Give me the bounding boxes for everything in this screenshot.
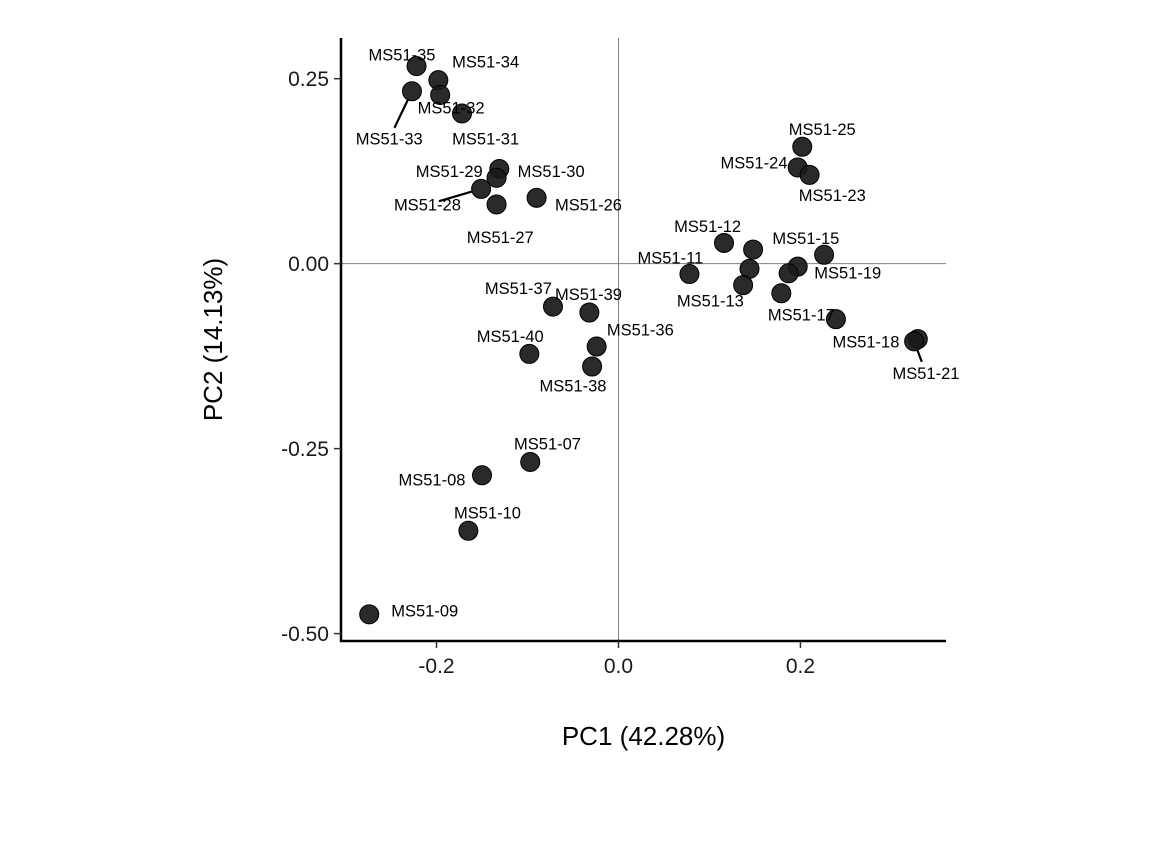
label-leader-line bbox=[916, 350, 923, 363]
data-point bbox=[586, 336, 607, 357]
y-tick-label: 0.00 bbox=[288, 253, 329, 276]
point-label: MS51-29 bbox=[416, 163, 483, 181]
data-points bbox=[359, 56, 928, 625]
x-axis-title: PC1 (42.28%) bbox=[562, 721, 725, 751]
y-tick-label: -0.50 bbox=[281, 623, 329, 646]
point-label: MS51-07 bbox=[514, 435, 581, 453]
data-point bbox=[771, 283, 792, 304]
y-axis-title: PC2 (14.13%) bbox=[198, 258, 228, 421]
point-label: MS51-09 bbox=[391, 603, 458, 621]
data-point bbox=[472, 465, 493, 486]
point-label: MS51-24 bbox=[721, 154, 788, 172]
data-point bbox=[582, 356, 603, 377]
label-leader-lines bbox=[393, 99, 923, 363]
data-point bbox=[825, 309, 846, 330]
data-point bbox=[486, 167, 507, 188]
data-point bbox=[406, 56, 427, 77]
y-tick-label: -0.25 bbox=[281, 438, 329, 461]
reference-lines bbox=[341, 38, 946, 641]
point-label: MS51-17 bbox=[768, 307, 835, 325]
data-point bbox=[799, 164, 820, 185]
point-label: MS51-15 bbox=[772, 230, 839, 248]
data-point bbox=[714, 232, 735, 253]
point-label: MS51-13 bbox=[677, 293, 744, 311]
data-point bbox=[458, 520, 479, 541]
data-point bbox=[520, 451, 541, 472]
point-labels: MS51-35 MS51-34 MS51-32 MS51-33 MS51-31 MS51-… bbox=[356, 46, 960, 620]
label-leader-line bbox=[438, 190, 472, 203]
data-point bbox=[814, 244, 835, 265]
axes bbox=[334, 38, 946, 648]
point-label: MS51-27 bbox=[467, 229, 534, 247]
label-leader-line bbox=[393, 99, 409, 129]
tick-labels: -0.2 0.0 0.2 -0.50 -0.25 0.00 0.25 bbox=[281, 68, 815, 678]
point-label: MS51-36 bbox=[607, 322, 674, 340]
point-label: MS51-08 bbox=[399, 472, 466, 490]
point-label: MS51-30 bbox=[518, 163, 585, 181]
point-label: MS51-34 bbox=[452, 54, 519, 72]
data-point bbox=[733, 275, 754, 296]
point-label: MS51-12 bbox=[674, 218, 741, 236]
point-label: MS51-31 bbox=[452, 131, 519, 149]
data-point bbox=[904, 331, 925, 352]
data-point bbox=[430, 84, 451, 105]
x-tick-label: 0.0 bbox=[604, 655, 633, 678]
point-label: MS51-35 bbox=[368, 46, 435, 64]
data-point bbox=[526, 187, 547, 208]
y-tick-label: 0.25 bbox=[288, 68, 329, 91]
data-point bbox=[519, 343, 540, 364]
data-point bbox=[743, 239, 764, 260]
x-tick-label: 0.2 bbox=[786, 655, 815, 678]
point-label: MS51-21 bbox=[893, 365, 960, 383]
data-point bbox=[542, 296, 563, 317]
point-label: MS51-32 bbox=[418, 100, 485, 118]
point-label: MS51-19 bbox=[814, 265, 881, 283]
point-label: MS51-33 bbox=[356, 131, 423, 149]
point-label: MS51-37 bbox=[485, 280, 552, 298]
point-label: MS51-28 bbox=[394, 196, 461, 214]
data-point bbox=[579, 302, 600, 323]
point-label: MS51-11 bbox=[637, 250, 703, 268]
data-point bbox=[401, 81, 422, 102]
data-point bbox=[486, 194, 507, 215]
point-label: MS51-39 bbox=[555, 286, 622, 304]
data-point bbox=[679, 264, 700, 285]
point-label: MS51-25 bbox=[789, 121, 856, 139]
x-tick-label: -0.2 bbox=[418, 655, 454, 678]
point-label: MS51-10 bbox=[454, 504, 521, 522]
point-label: MS51-38 bbox=[540, 378, 607, 396]
data-point bbox=[359, 604, 380, 625]
data-point bbox=[452, 103, 472, 124]
point-label: MS51-40 bbox=[477, 328, 544, 346]
data-point bbox=[778, 263, 799, 284]
data-point bbox=[471, 178, 492, 199]
point-label: MS51-18 bbox=[832, 333, 899, 351]
point-label: MS51-23 bbox=[799, 187, 866, 205]
data-point bbox=[792, 136, 813, 157]
point-label: MS51-26 bbox=[555, 196, 622, 214]
